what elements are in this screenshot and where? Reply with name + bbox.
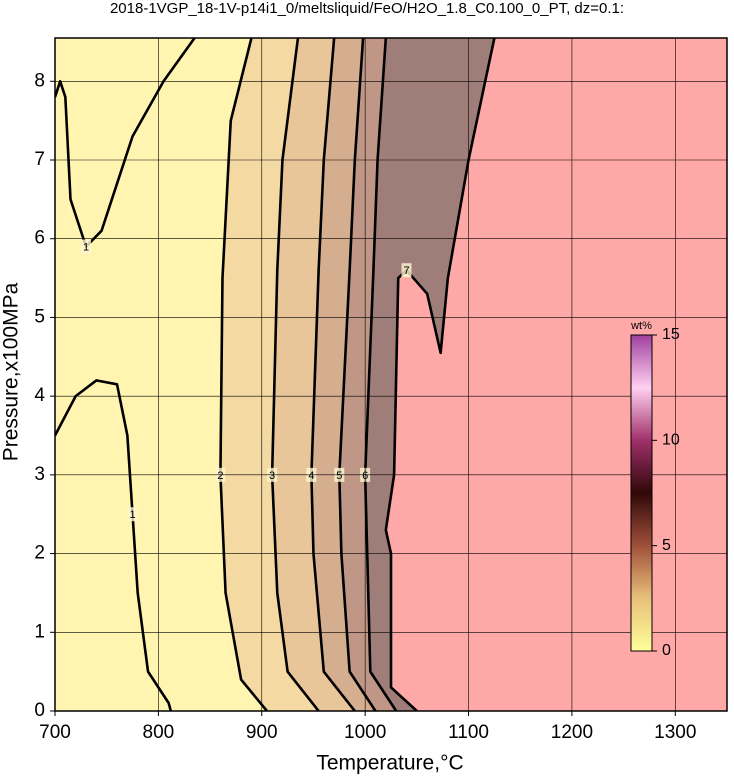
contour-label: 4 xyxy=(308,470,314,482)
x-tick-label: 800 xyxy=(143,722,175,743)
chart-title: 2018-1VGP_18-1V-p14i1_0/meltsliquid/FeO/… xyxy=(110,0,624,17)
x-tick-label: 1000 xyxy=(344,722,386,743)
x-tick-label: 900 xyxy=(246,722,278,743)
x-tick-label: 1300 xyxy=(654,722,696,743)
contour-label-bg xyxy=(127,507,138,522)
plot-frame xyxy=(54,37,728,712)
colorbar-label: wt% xyxy=(630,320,652,332)
contour-label-bg xyxy=(81,239,92,254)
y-tick-label: 2 xyxy=(34,543,45,564)
y-tick-label: 1 xyxy=(34,621,45,642)
contour-label: 2 xyxy=(217,470,223,482)
colorbar-tick-label: 15 xyxy=(662,326,680,343)
x-tick-label: 1100 xyxy=(448,722,489,743)
y-tick-label: 8 xyxy=(34,70,45,91)
colorbar-tick-label: 5 xyxy=(662,537,671,554)
y-tick-label: 5 xyxy=(34,306,45,327)
x-tick-label: 1200 xyxy=(551,722,593,743)
y-tick-label: 3 xyxy=(34,464,45,485)
y-tick-label: 0 xyxy=(34,700,45,721)
contour-label: 3 xyxy=(269,470,275,482)
contour-label: 1 xyxy=(83,241,89,253)
y-tick-label: 6 xyxy=(34,228,45,249)
colorbar-tick-label: 10 xyxy=(662,432,680,449)
colorbar xyxy=(630,334,653,652)
contour-label: 1 xyxy=(129,509,135,521)
y-axis-label: Pressure,x100MPa xyxy=(0,282,23,461)
contour-label-bg xyxy=(401,263,412,278)
x-tick-label: 700 xyxy=(39,722,71,743)
y-tick-label: 4 xyxy=(34,385,45,406)
y-tick-label: 7 xyxy=(34,149,45,170)
x-axis-label: Temperature,°C xyxy=(316,752,463,775)
colorbar-tick-label: 0 xyxy=(662,642,671,659)
contour-label: 5 xyxy=(336,470,342,482)
contour-label: 7 xyxy=(403,265,409,277)
